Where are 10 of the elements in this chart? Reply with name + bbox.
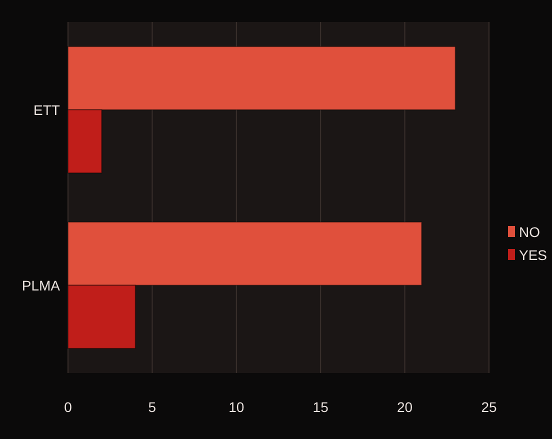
x-tick-label: 0: [64, 399, 72, 415]
x-tick-label: 20: [397, 399, 413, 415]
x-tick-label: 10: [228, 399, 244, 415]
x-tick-label: 15: [312, 399, 329, 415]
x-tick-label: 5: [148, 399, 156, 415]
legend-label: YES: [519, 247, 548, 263]
legend-label: NO: [519, 224, 540, 240]
x-tick-label: 25: [481, 399, 497, 415]
y-tick-label: ETT: [34, 102, 60, 118]
y-tick-label: PLMA: [22, 277, 61, 294]
